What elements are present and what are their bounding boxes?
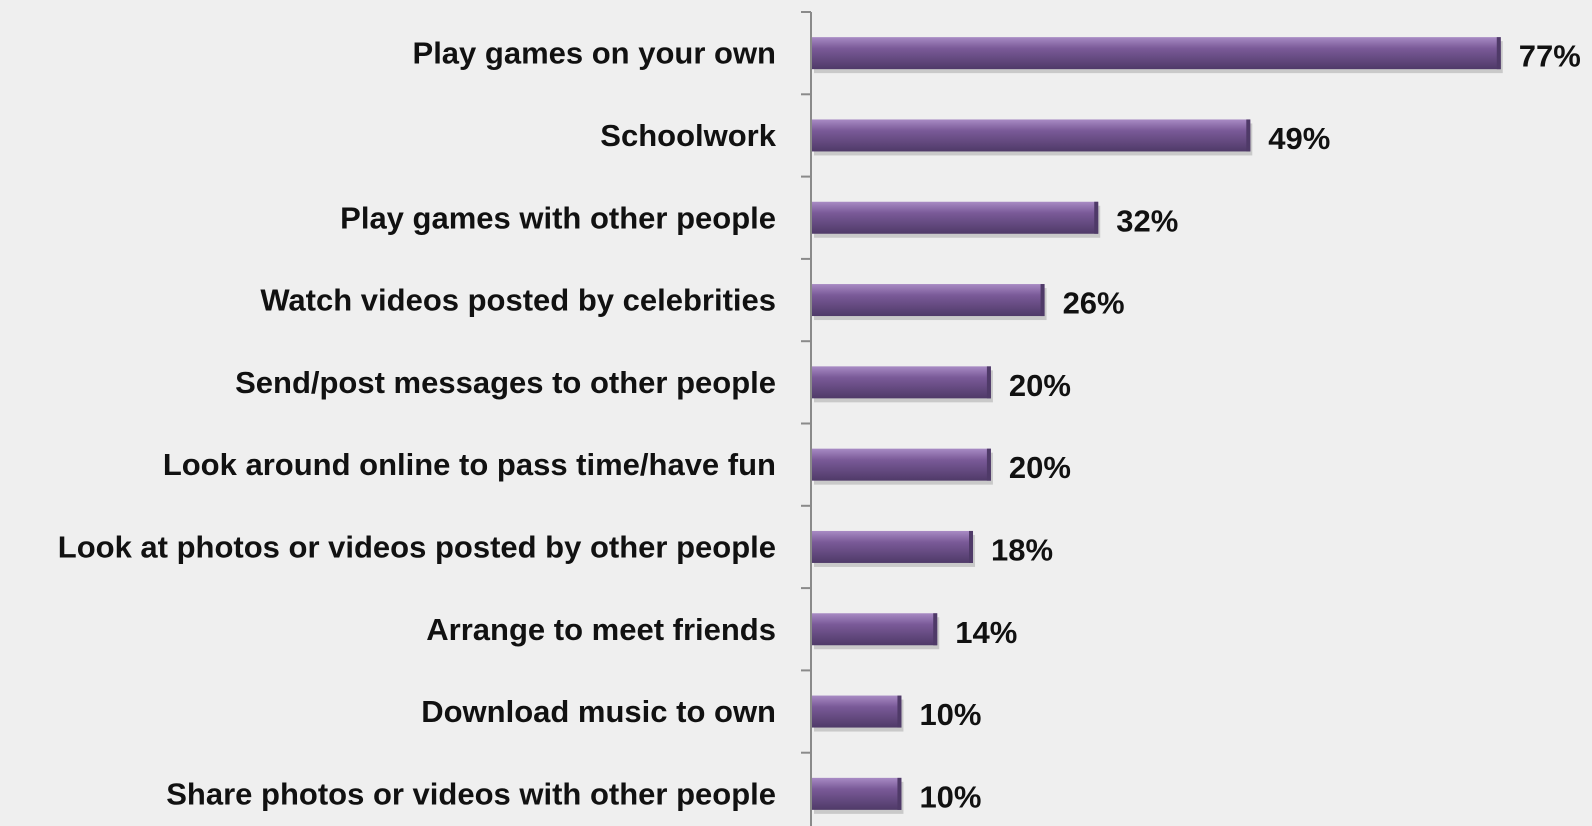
bar-end-cap <box>1496 37 1501 70</box>
bar-end-cap <box>897 695 902 728</box>
data-label: 10% <box>919 697 981 732</box>
bar <box>812 530 974 563</box>
category-label: Play games on your own <box>413 36 776 71</box>
data-label: 20% <box>1009 368 1071 403</box>
bar <box>812 284 1045 317</box>
category-label: Play games with other people <box>340 200 776 235</box>
category-label: Watch videos posted by celebrities <box>260 283 776 318</box>
data-label: 26% <box>1063 286 1125 321</box>
bar <box>812 695 902 728</box>
data-label: 32% <box>1116 203 1178 238</box>
bar <box>812 201 1099 234</box>
category-label: Schoolwork <box>600 118 776 153</box>
bar-end-cap <box>986 448 991 481</box>
bar <box>812 119 1251 152</box>
bar <box>812 448 991 481</box>
data-label: 77% <box>1519 39 1581 74</box>
bars <box>812 37 1503 814</box>
value-labels: 77% 49% 32% 26% 20% 20% 18% 14% 10% 10% <box>919 39 1580 815</box>
bar <box>812 37 1501 70</box>
data-label: 14% <box>955 615 1017 650</box>
category-label: Look around online to pass time/have fun <box>163 447 776 482</box>
data-label: 20% <box>1009 450 1071 485</box>
category-label: Arrange to meet friends <box>426 612 776 647</box>
bar <box>812 613 938 646</box>
bar-end-cap <box>1246 119 1251 152</box>
data-label: 18% <box>991 532 1053 567</box>
data-label: 49% <box>1268 121 1330 156</box>
bar-end-cap <box>933 613 938 646</box>
category-label: Send/post messages to other people <box>235 365 776 400</box>
bar-end-cap <box>897 777 902 810</box>
bar <box>812 366 991 399</box>
data-label: 10% <box>919 779 981 814</box>
category-labels: Play games on your own Schoolwork Play gam… <box>58 36 777 812</box>
bar-end-cap <box>986 366 991 399</box>
category-label: Download music to own <box>421 694 776 729</box>
category-label: Look at photos or videos posted by other… <box>58 529 776 564</box>
bar <box>812 777 902 810</box>
y-axis <box>801 11 812 826</box>
bar-end-cap <box>1094 201 1099 234</box>
category-label: Share photos or videos with other people <box>166 776 776 811</box>
bar-end-cap <box>969 530 974 563</box>
bar-end-cap <box>1040 284 1045 317</box>
